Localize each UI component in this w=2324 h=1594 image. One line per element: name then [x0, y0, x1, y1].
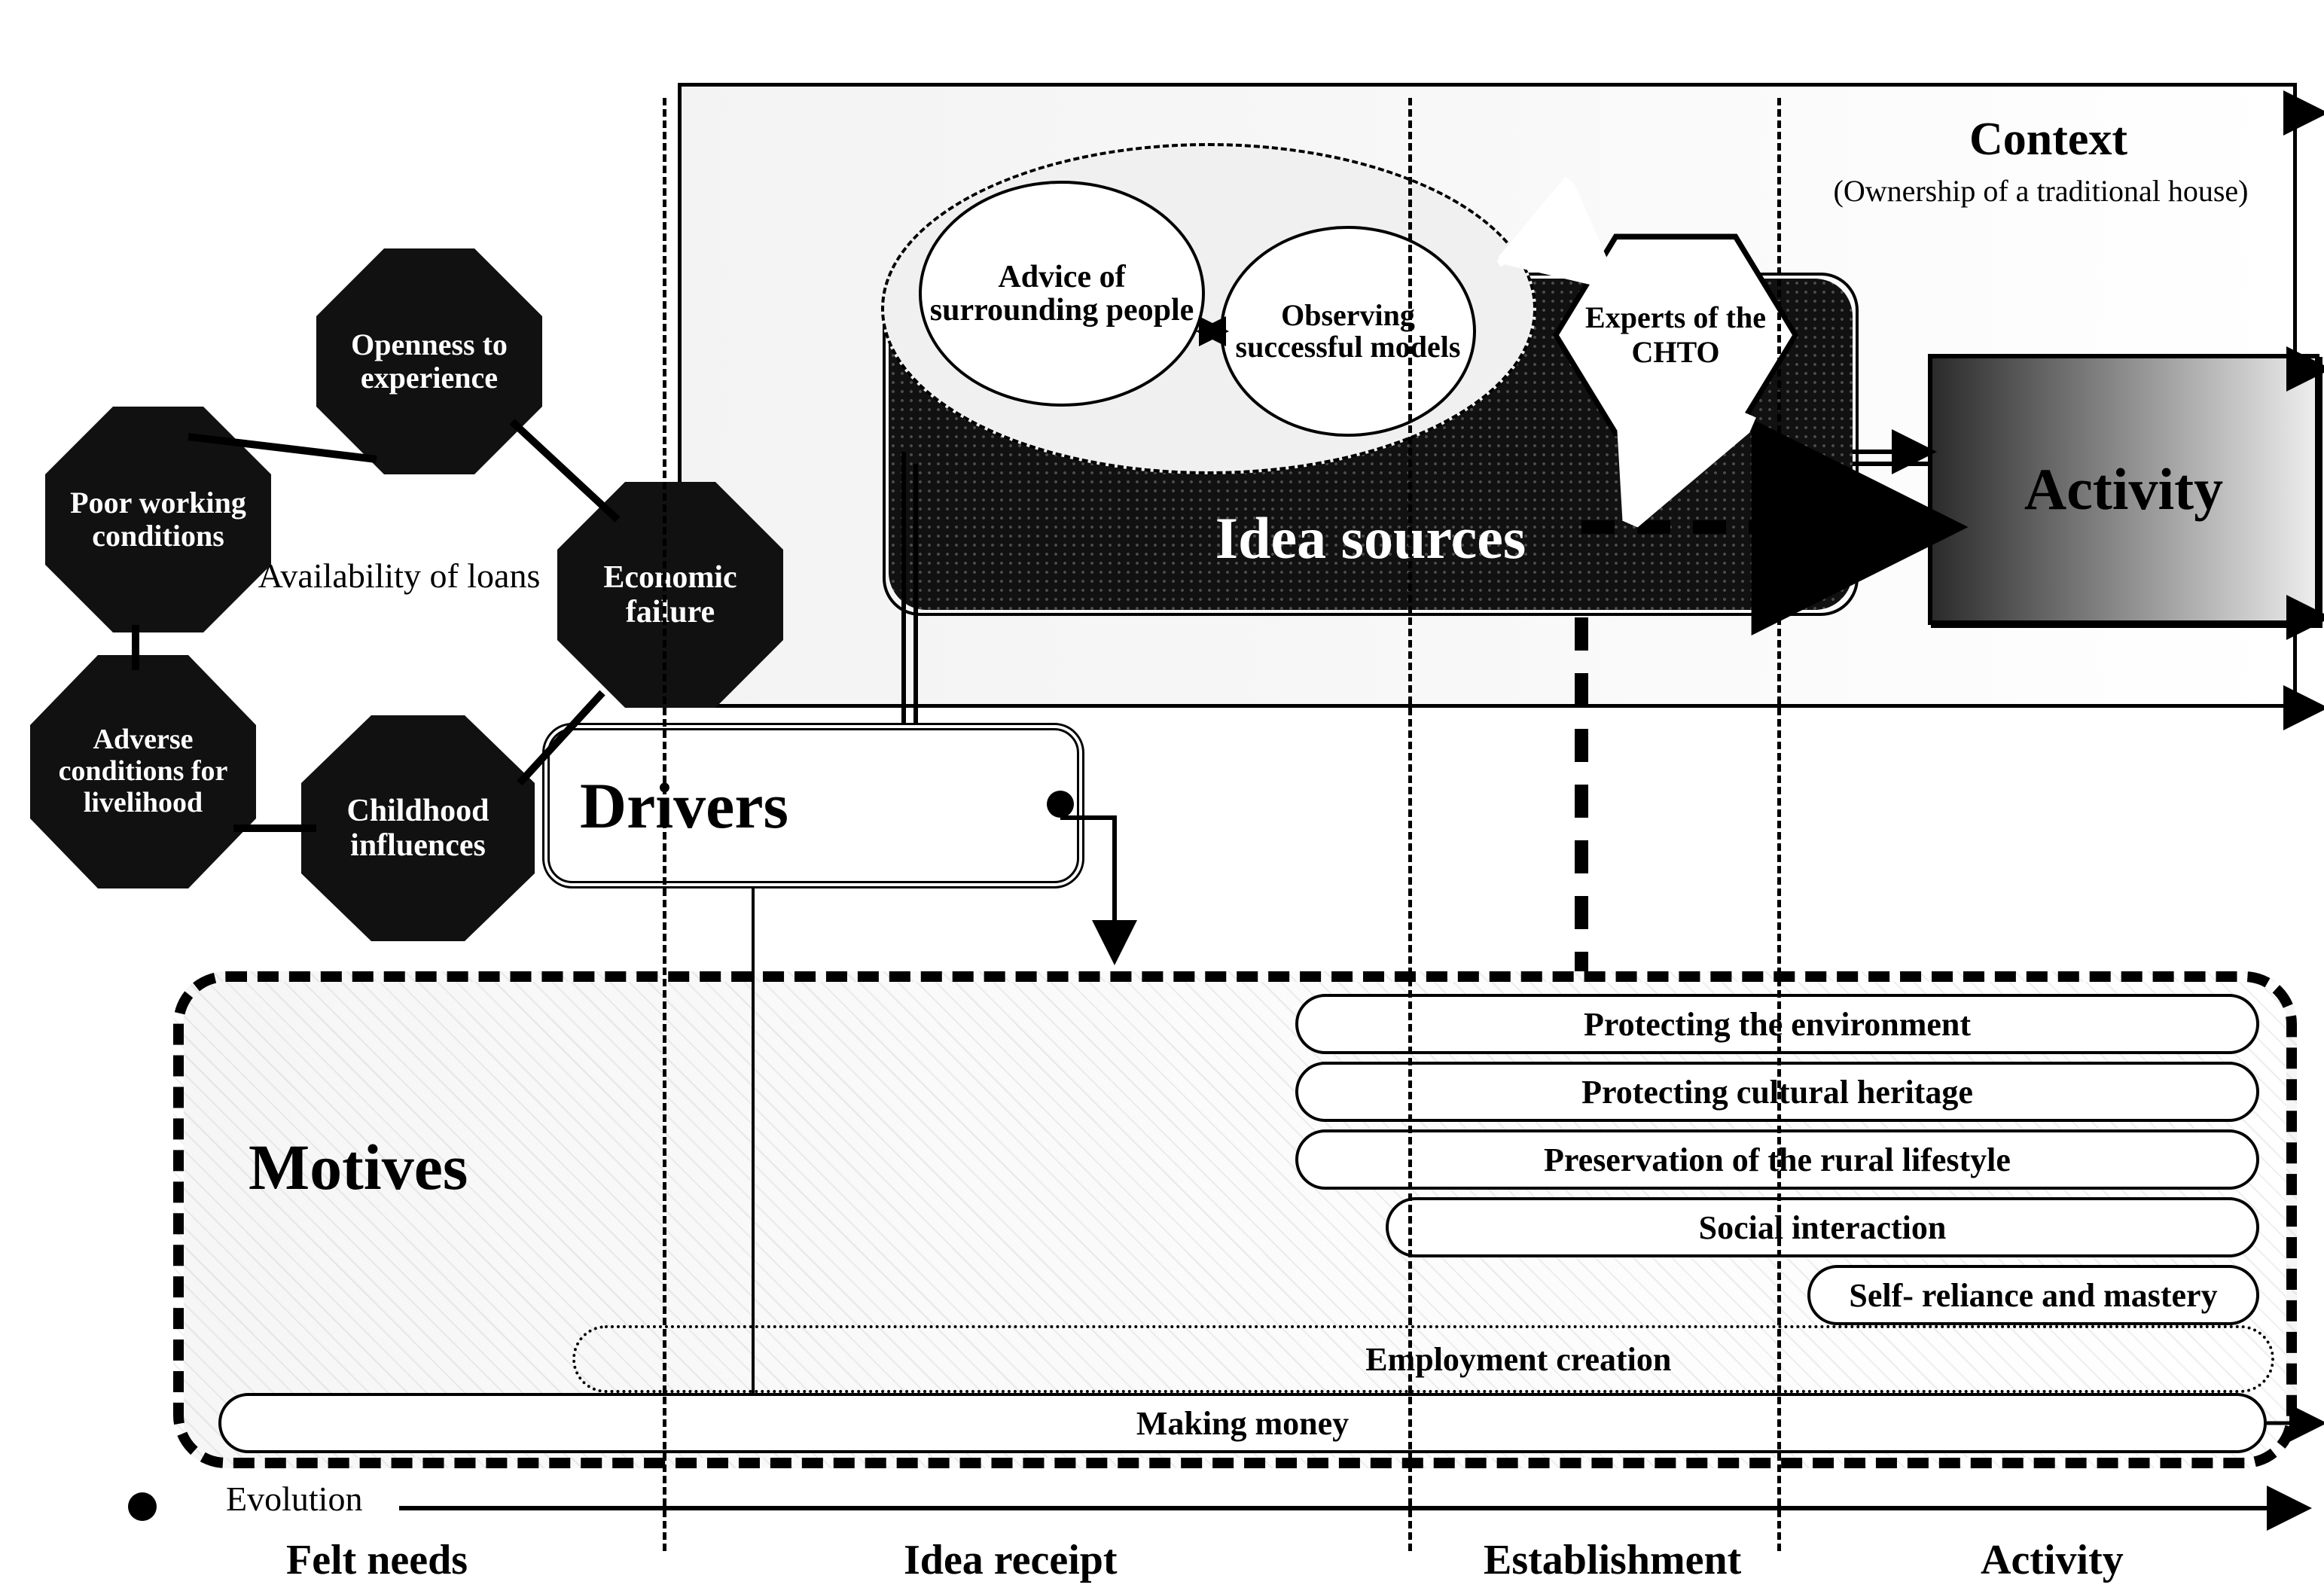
- advice-circle: Advice of surrounding people: [919, 181, 1205, 407]
- motive-pill-5: Self- reliance and mastery: [1807, 1265, 2259, 1325]
- timeline-arrowhead: [2267, 1486, 2312, 1531]
- phase-label-2: Idea receipt: [904, 1536, 1118, 1584]
- timeline-start-dot: [128, 1492, 157, 1521]
- observing-circle: Observing successful models: [1220, 226, 1476, 437]
- experts-hexagon-label: Experts of the CHTO: [1559, 300, 1792, 370]
- motives-title: Motives: [249, 1129, 468, 1205]
- experts-hexagon-border: Experts of the CHTO: [1553, 227, 1798, 443]
- motive-pill-4: Social interaction: [1386, 1197, 2259, 1257]
- drivers-bullet: [1047, 791, 1074, 818]
- phase-label-4: Activity: [1981, 1536, 2124, 1584]
- octagon-poor-conditions: Poor working conditions: [45, 407, 271, 632]
- activity-box: Activity: [1928, 354, 2319, 625]
- octagon-openness-label: Openness to experience: [322, 328, 536, 395]
- phase-label-3: Establishment: [1484, 1536, 1741, 1584]
- octagon-economic-failure: Economic failure: [557, 482, 783, 708]
- diagram-canvas: Context (Ownership of a traditional hous…: [0, 0, 2324, 1594]
- availability-label: Availability of loans: [241, 557, 557, 596]
- motive-pill-4-label: Social interaction: [1699, 1208, 1947, 1247]
- activity-box-label: Activity: [2024, 456, 2223, 523]
- phase-divider-2: [1408, 98, 1412, 1551]
- money-pill: Making money: [218, 1393, 2267, 1453]
- phase-divider-3: [1777, 98, 1781, 1551]
- octagon-poor-conditions-label: Poor working conditions: [51, 486, 265, 553]
- octagon-openness: Openness to experience: [316, 248, 542, 474]
- employment-pill: Employment creation: [572, 1325, 2274, 1393]
- idea-sources-title: Idea sources: [1130, 504, 1612, 572]
- drivers-title: Drivers: [580, 768, 788, 843]
- context-title: Context: [1853, 113, 2244, 166]
- drivers-box: Drivers: [542, 723, 1084, 888]
- phase-divider-1: [663, 98, 666, 1551]
- octagon-adverse-label: Adverse conditions for livelihood: [36, 724, 250, 818]
- phase-label-1: Felt needs: [286, 1536, 468, 1584]
- context-subtitle: (Ownership of a traditional house): [1755, 173, 2324, 209]
- experts-hexagon-wrap: Experts of the CHTO: [1553, 227, 1798, 443]
- octagon-adverse: Adverse conditions for livelihood: [30, 655, 256, 888]
- octagon-childhood-label: Childhood influences: [307, 794, 529, 863]
- motive-pill-5-label: Self- reliance and mastery: [1849, 1276, 2217, 1315]
- octagon-economic-failure-label: Economic failure: [563, 560, 777, 629]
- octagon-childhood: Childhood influences: [301, 715, 535, 941]
- observing-circle-label: Observing successful models: [1231, 300, 1465, 363]
- timeline-axis: [399, 1506, 2274, 1510]
- advice-circle-label: Advice of surrounding people: [929, 261, 1194, 327]
- experts-hexagon: Experts of the CHTO: [1559, 233, 1792, 437]
- evolution-label: Evolution: [226, 1479, 362, 1519]
- money-pill-label: Making money: [1136, 1404, 1349, 1443]
